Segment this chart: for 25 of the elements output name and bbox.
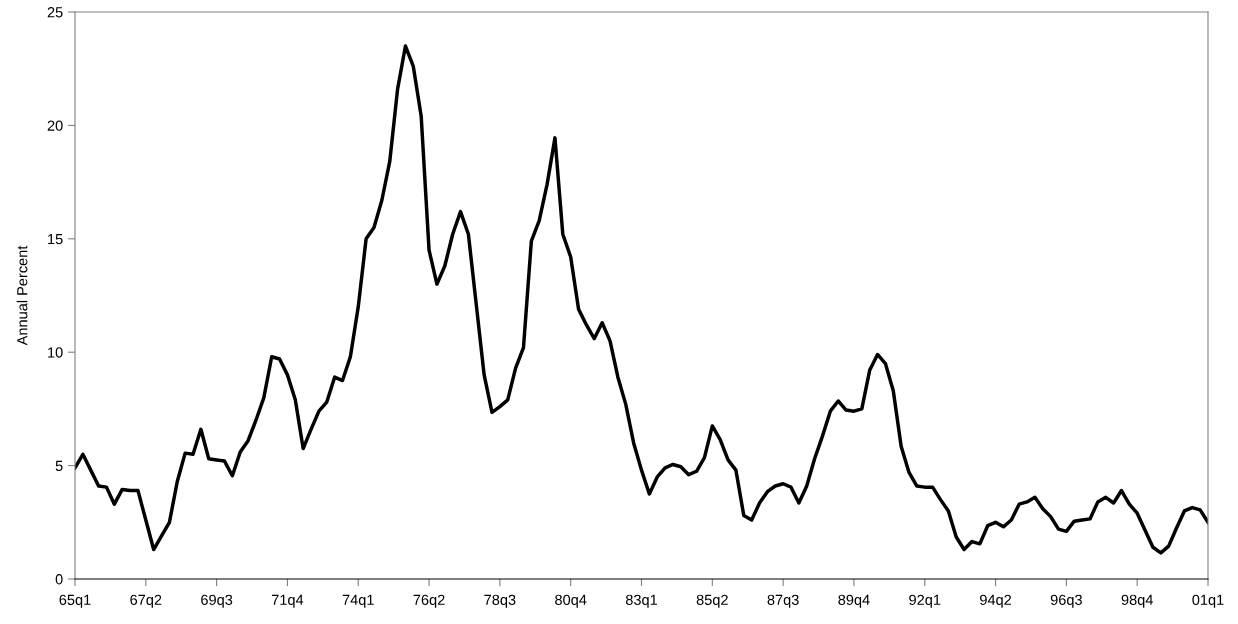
y-axis-title: Annual Percent (16, 245, 28, 346)
x-tick-label: 65q1 (59, 594, 91, 608)
x-tick-label: 01q1 (1192, 594, 1224, 608)
x-tick-label: 74q1 (342, 594, 374, 608)
x-tick-label: 98q4 (1121, 594, 1153, 608)
x-tick-label: 69q3 (201, 594, 233, 608)
x-tick-label: 96q3 (1050, 594, 1082, 608)
y-tick-label: 20 (47, 120, 63, 131)
line-series (75, 44, 1208, 555)
y-tick-label: 25 (47, 7, 63, 18)
x-tick-label: 89q4 (838, 594, 870, 608)
x-tick-label: 87q3 (767, 594, 799, 608)
x-tick-label: 76q2 (413, 594, 445, 608)
x-tick-label: 71q4 (271, 594, 304, 608)
x-tick-label: 67q2 (130, 594, 162, 608)
y-tick-label: 0 (55, 574, 63, 585)
x-tick-label: 85q2 (696, 594, 728, 608)
x-tick-label: 80q4 (555, 594, 587, 608)
x-tick-label: 92q1 (909, 594, 941, 608)
x-tick-label: 94q2 (980, 594, 1012, 608)
x-tick-label: 78q3 (484, 594, 516, 608)
y-tick-label: 5 (55, 460, 63, 472)
x-tick-label: 83q1 (625, 594, 658, 608)
y-tick-label: 10 (48, 347, 63, 358)
y-tick-label: 15 (48, 234, 63, 245)
